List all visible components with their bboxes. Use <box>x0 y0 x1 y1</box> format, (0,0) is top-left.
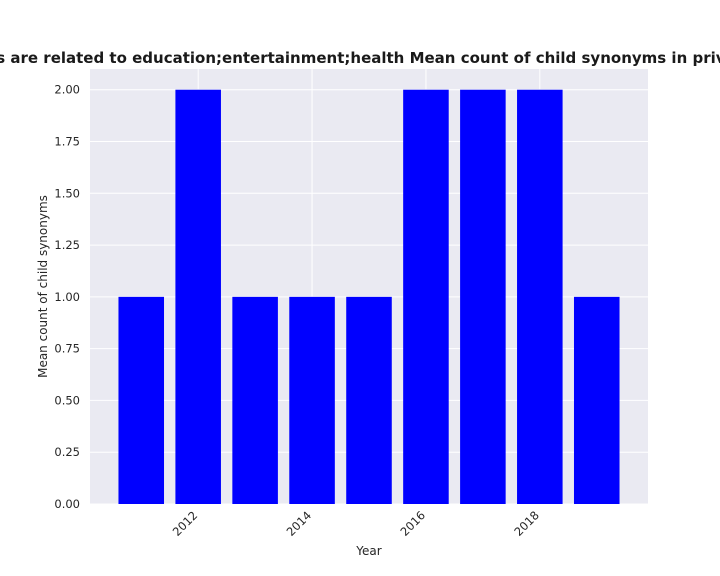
bar-2014 <box>289 296 335 504</box>
bar-2013 <box>232 296 278 504</box>
y-tick-label: 0.25 <box>54 445 80 459</box>
y-tick-label: 1.00 <box>54 290 80 304</box>
chart-title: Categories are related to education;ente… <box>0 49 720 67</box>
bar-2016 <box>403 89 449 504</box>
bar-2015 <box>346 296 392 504</box>
y-tick-label: 1.75 <box>54 135 80 149</box>
y-tick-labels: 0.00 0.25 0.50 0.75 1.00 1.25 1.50 1.75 2.00 <box>54 83 80 511</box>
x-axis-label: Year <box>355 544 381 558</box>
bar-2019 <box>573 296 620 504</box>
y-tick-label: 2.00 <box>54 83 80 97</box>
bar-2017 <box>460 89 506 504</box>
y-tick-label: 1.50 <box>54 186 80 200</box>
y-tick-label: 1.25 <box>54 238 80 252</box>
y-tick-label: 0.00 <box>54 497 80 511</box>
y-axis-label: Mean count of child synonyms <box>36 195 50 378</box>
bar-2012 <box>175 89 221 504</box>
y-tick-label: 0.75 <box>54 342 80 356</box>
bars <box>118 89 620 504</box>
bar-2018 <box>517 89 563 504</box>
y-tick-label: 0.50 <box>54 393 80 407</box>
bar-2011 <box>118 296 165 504</box>
